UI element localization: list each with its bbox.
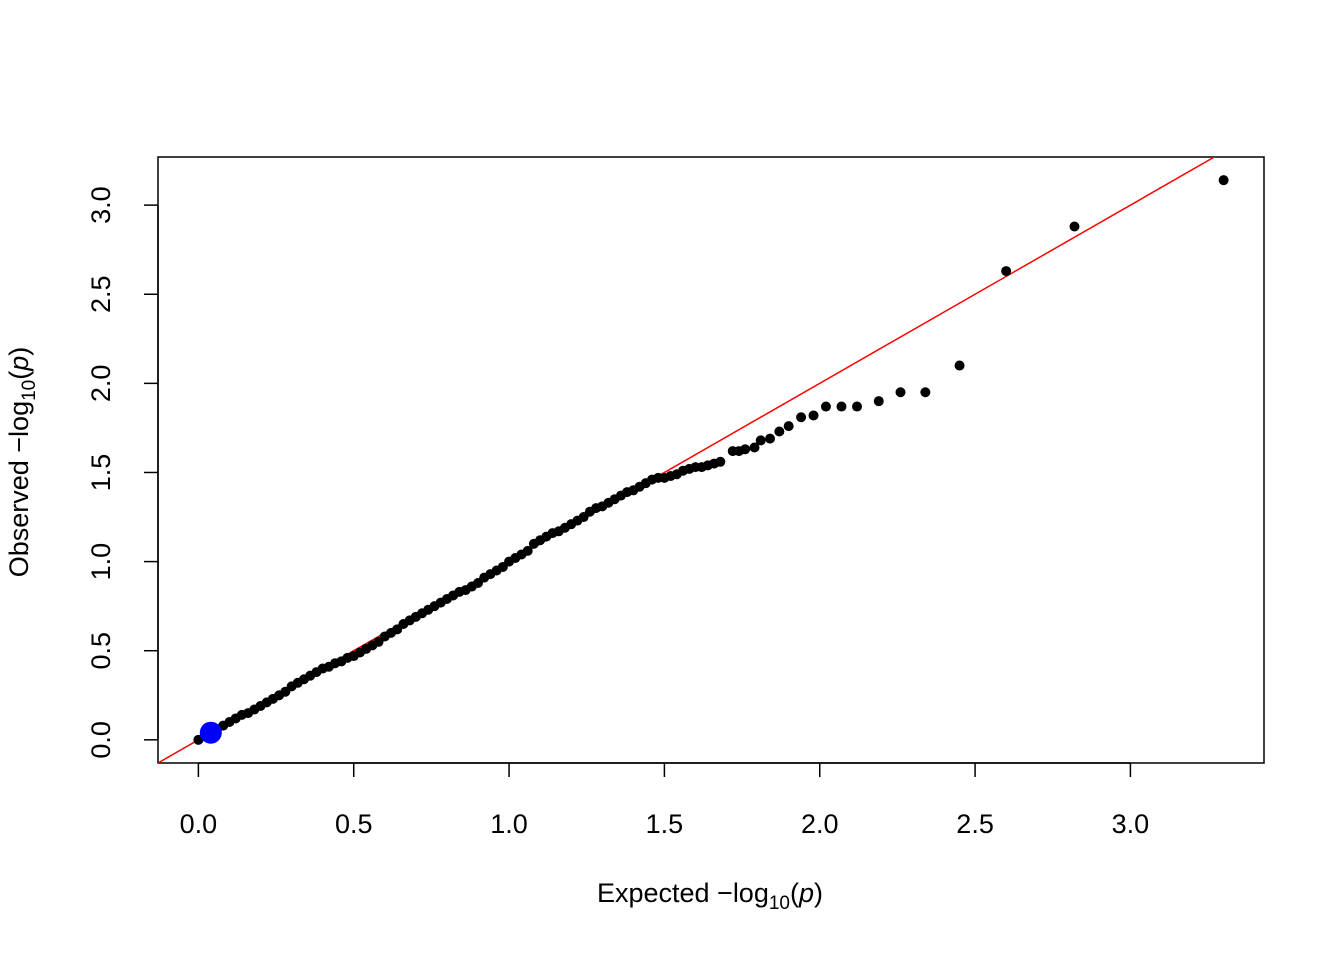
x-tick-label: 0.0	[180, 809, 218, 839]
data-point	[1069, 221, 1080, 232]
data-point	[796, 412, 807, 423]
data-point	[836, 401, 847, 412]
data-point	[749, 442, 760, 453]
data-point	[820, 401, 831, 412]
data-point	[765, 433, 776, 444]
data-point	[783, 421, 794, 432]
data-point	[1001, 266, 1012, 277]
y-tick-label: 1.0	[86, 543, 116, 581]
data-point	[920, 387, 931, 398]
data-point	[715, 456, 726, 467]
y-tick-label: 3.0	[86, 186, 116, 224]
data-point	[852, 401, 863, 412]
y-tick-label: 1.5	[86, 454, 116, 492]
x-tick-label: 1.5	[646, 809, 684, 839]
x-tick-label: 2.5	[956, 809, 994, 839]
data-point	[755, 435, 766, 446]
data-point	[954, 360, 965, 371]
highlight-point	[199, 721, 222, 744]
x-tick-label: 2.0	[801, 809, 839, 839]
y-tick-label: 2.5	[86, 275, 116, 313]
y-tick-label: 0.5	[86, 632, 116, 670]
data-point	[522, 545, 533, 556]
y-axis: 0.0 0.5 1.0 1.5 2.0 2.5 3.0	[86, 186, 159, 759]
x-tick-label: 3.0	[1112, 809, 1150, 839]
data-point	[774, 426, 785, 437]
x-tick-label: 0.5	[335, 809, 373, 839]
data-point	[873, 396, 884, 407]
y-tick-label: 0.0	[86, 721, 116, 759]
y-axis-title: Observed −log10(p)	[4, 347, 40, 578]
data-point	[895, 387, 906, 398]
data-point	[1218, 175, 1229, 186]
data-point	[740, 444, 751, 455]
x-axis-title: Expected −log10(p)	[597, 878, 823, 914]
data-point	[808, 410, 819, 421]
x-tick-label: 1.0	[490, 809, 528, 839]
points-layer	[193, 175, 1229, 745]
y-tick-label: 2.0	[86, 365, 116, 403]
x-axis: 0.0 0.5 1.0 1.5 2.0 2.5 3.0	[180, 762, 1150, 839]
